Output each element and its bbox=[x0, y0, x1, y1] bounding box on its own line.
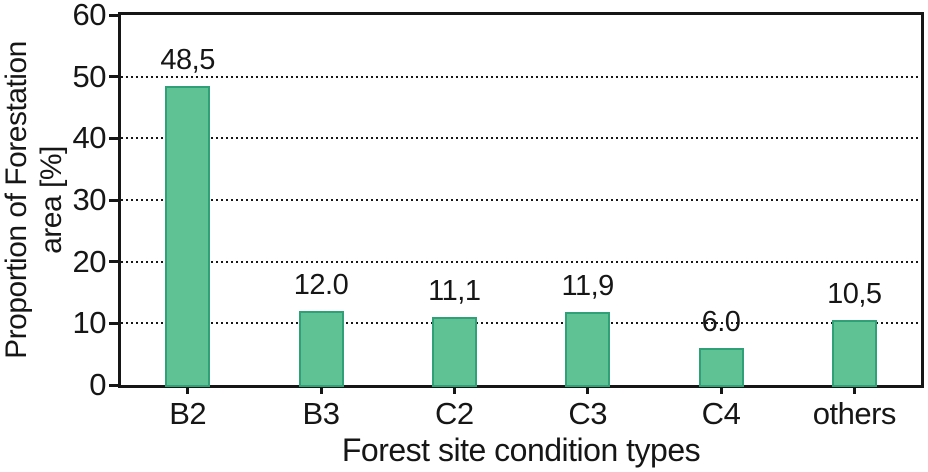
y-tick-label: 40 bbox=[72, 120, 107, 156]
bar bbox=[431, 316, 477, 387]
y-tick-mark bbox=[109, 13, 118, 17]
bar bbox=[165, 85, 211, 387]
x-category-label: C4 bbox=[701, 396, 741, 431]
x-axis-title: Forest site condition types bbox=[341, 432, 701, 468]
x-tick-mark bbox=[452, 385, 456, 394]
y-tick-label: 50 bbox=[72, 58, 107, 94]
y-tick-label: 0 bbox=[89, 367, 106, 402]
y-tick-mark bbox=[109, 75, 118, 79]
x-category-label: B2 bbox=[169, 396, 207, 431]
x-category-label: others bbox=[812, 396, 897, 431]
gridline bbox=[121, 75, 921, 78]
y-tick-label: 60 bbox=[72, 0, 107, 32]
y-tick-label: 20 bbox=[72, 243, 107, 279]
bar-value-label: 6.0 bbox=[701, 306, 741, 338]
x-tick-mark bbox=[719, 385, 723, 394]
bar-value-label: 10,5 bbox=[827, 278, 882, 311]
bar-value-label: 11,1 bbox=[428, 274, 481, 307]
x-category-label: B3 bbox=[302, 396, 340, 431]
y-tick-mark bbox=[109, 136, 118, 140]
plot-area: 48,5 12.0 11,1 11,9 6.0 10,5 bbox=[118, 12, 924, 388]
bar-value-label: 11,9 bbox=[561, 269, 615, 302]
y-tick-mark bbox=[109, 321, 118, 325]
y-tick-label: 10 bbox=[72, 305, 107, 341]
gridline bbox=[121, 322, 921, 325]
y-tick-label: 30 bbox=[72, 182, 107, 217]
bar bbox=[831, 320, 877, 387]
x-tick-mark bbox=[186, 385, 190, 394]
x-tick-mark bbox=[586, 385, 590, 394]
y-tick-mark bbox=[109, 383, 118, 387]
gridline bbox=[121, 137, 921, 140]
y-tick-mark bbox=[109, 260, 118, 264]
bar-value-label: 12.0 bbox=[293, 269, 349, 301]
x-tick-mark bbox=[852, 385, 856, 394]
bar-value-label: 48,5 bbox=[160, 43, 215, 76]
x-tick-mark bbox=[319, 385, 323, 394]
bar bbox=[565, 311, 611, 387]
x-category-label: C2 bbox=[435, 396, 474, 431]
bar bbox=[698, 348, 744, 387]
y-tick-mark bbox=[109, 198, 118, 202]
gridline bbox=[121, 260, 921, 263]
x-category-label: C3 bbox=[568, 396, 607, 431]
bar bbox=[298, 311, 344, 387]
gridline bbox=[121, 199, 921, 201]
